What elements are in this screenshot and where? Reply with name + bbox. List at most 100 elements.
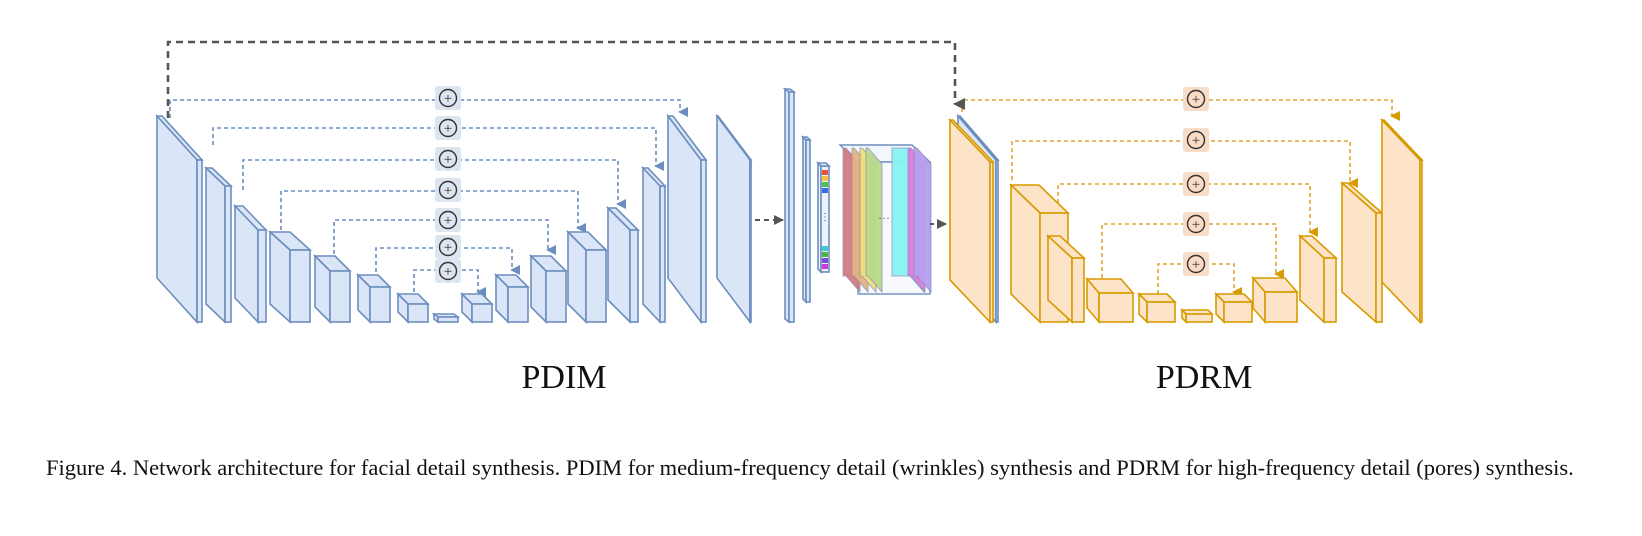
pdim-dec-1 xyxy=(460,292,494,324)
pdrm-dec-1 xyxy=(1214,292,1254,324)
pdim-dec-5-front xyxy=(629,229,639,323)
pdrm-add-node-1: + xyxy=(1183,87,1209,111)
feature-strip-cell-0 xyxy=(822,170,828,175)
pdim-add-node-7: + xyxy=(435,259,461,283)
pdim-add-node-4: + xyxy=(435,178,461,202)
pdim-dec-1-front xyxy=(471,303,493,323)
stack-layer-6 xyxy=(913,147,932,294)
pdrm-skip-5 xyxy=(1157,263,1242,297)
feature-map-blocks xyxy=(155,87,1424,325)
feature-strip-cell-7 xyxy=(822,264,828,269)
pdim-add-node-3-sign: + xyxy=(444,152,452,168)
pdim-add-node-2-circle xyxy=(438,118,458,138)
pdim-skip-3 xyxy=(242,159,626,209)
pdrm-output xyxy=(1380,117,1424,325)
pdim-dec-6-front xyxy=(659,185,666,323)
pdim-dec-4-front xyxy=(585,249,607,323)
stack-layer-3 xyxy=(865,147,883,294)
pdim-output-front xyxy=(749,159,752,323)
feature-plate-2-front xyxy=(805,139,811,303)
pdim-enc-2-side xyxy=(205,166,226,324)
pdrm-bottleneck xyxy=(1180,308,1214,324)
pdim-enc-4 xyxy=(267,230,313,324)
feature-plate-1 xyxy=(782,87,797,324)
pdim-add-node-7-sign: + xyxy=(444,264,452,280)
feature-strip-cell-5 xyxy=(822,252,828,257)
pdrm-enc-3 xyxy=(1045,234,1087,324)
pdim-dec-3 xyxy=(529,254,568,324)
pdrm-dec-4-front xyxy=(1375,212,1383,323)
pdim-add-node-1-sign: + xyxy=(444,91,452,107)
pdim-dec-6-side xyxy=(642,165,661,325)
pdrm-add-node-3-circle xyxy=(1186,174,1206,194)
pdim-add-node-6: + xyxy=(435,235,461,259)
skip-addition-nodes: + + + + + + + + + + + + xyxy=(435,86,1209,283)
pdrm-dec-2 xyxy=(1251,275,1299,325)
pdrm-add-node-3-sign: + xyxy=(1192,177,1200,193)
pdim-add-node-6-sign: + xyxy=(444,240,452,256)
pdrm-add-node-2: + xyxy=(1183,128,1209,152)
feature-strip-front xyxy=(820,165,830,273)
pdim-label: PDIM xyxy=(521,359,606,396)
pdim-add-node-3-circle xyxy=(438,149,458,169)
pdrm-enc-3-front xyxy=(1071,257,1085,323)
pdrm-add-node-4-circle xyxy=(1186,214,1206,234)
pdim-dec-2-front xyxy=(507,286,529,323)
pdim-enc-7-front xyxy=(407,303,429,323)
pdrm-skip-1 xyxy=(961,99,1400,121)
pdrm-output-side xyxy=(1381,117,1421,325)
pdrm-enc-5-front xyxy=(1146,301,1176,323)
feature-strip-cell-2 xyxy=(822,182,828,187)
pdrm-add-node-1-sign: + xyxy=(1192,92,1200,108)
feature-plate-1-front xyxy=(788,91,795,323)
pdrm-add-node-2-circle xyxy=(1186,130,1206,150)
pdrm-dec-4 xyxy=(1339,181,1385,324)
pdrm-add-node-4-sign: + xyxy=(1192,217,1200,233)
feature-strip-ellipsis: ⋮ xyxy=(820,212,830,223)
feature-strip-cell-3 xyxy=(822,188,828,193)
pdim-add-node-1: + xyxy=(435,86,461,110)
pdrm-label: PDRM xyxy=(1156,359,1252,396)
pdim-skip-2 xyxy=(212,127,664,171)
pdrm-add-node-3: + xyxy=(1183,172,1209,196)
pdim-enc-2 xyxy=(203,166,234,324)
pdrm-input-blue-front xyxy=(995,159,999,323)
pdrm-add-node-5-circle xyxy=(1186,254,1206,274)
pdrm-dec-1-front xyxy=(1223,301,1253,323)
pdim-bottleneck-front xyxy=(437,316,459,323)
pdim-enc-7 xyxy=(396,292,430,324)
network-architecture-diagram: ⋮ ··· + + + + + + + + + + + + PDIM PDRM xyxy=(155,40,1424,396)
pdim-output-side xyxy=(716,113,751,325)
pdrm-add-node-2-sign: + xyxy=(1192,133,1200,149)
figure-caption: Figure 4. Network architecture for facia… xyxy=(46,455,1574,480)
pdrm-add-node-5-sign: + xyxy=(1192,257,1200,273)
pdim-add-node-4-sign: + xyxy=(444,183,452,199)
pdim-add-node-7-circle xyxy=(438,261,458,281)
feature-strip-cell-4 xyxy=(822,246,828,251)
pdim-enc-6-front xyxy=(369,286,391,323)
pdim-enc-2-front xyxy=(224,185,232,323)
pdim-output xyxy=(715,113,753,325)
pdrm-bottleneck-front xyxy=(1185,313,1213,323)
pdrm-dec-3 xyxy=(1297,234,1339,324)
pdim-add-node-5-circle xyxy=(438,210,458,230)
stack-ellipsis: ··· xyxy=(878,211,890,225)
pdrm-enc-5 xyxy=(1137,292,1177,324)
pdim-enc-1-front xyxy=(196,159,203,323)
pdrm-skip-3 xyxy=(1057,183,1318,237)
bottleneck-feature-stack: ⋮ ··· xyxy=(755,144,947,295)
pdim-add-node-5-sign: + xyxy=(444,213,452,229)
pdim-enc-5 xyxy=(313,254,352,324)
feature-map-stack: ··· xyxy=(838,144,932,295)
pdim-dec-3-front xyxy=(545,270,567,323)
pdim-enc-5-front xyxy=(329,270,351,323)
pdim-add-node-5: + xyxy=(435,208,461,232)
pdim-dec-5 xyxy=(606,206,640,324)
pdim-dec-6 xyxy=(641,165,667,325)
pdrm-enc-1 xyxy=(948,118,995,324)
pdim-to-pdrm-skip xyxy=(166,40,965,118)
pdim-dec-2 xyxy=(494,273,530,324)
pdim-add-node-6-circle xyxy=(438,237,458,257)
pdrm-enc-2 xyxy=(1009,183,1070,324)
feature-strip-cell-6 xyxy=(822,258,828,263)
